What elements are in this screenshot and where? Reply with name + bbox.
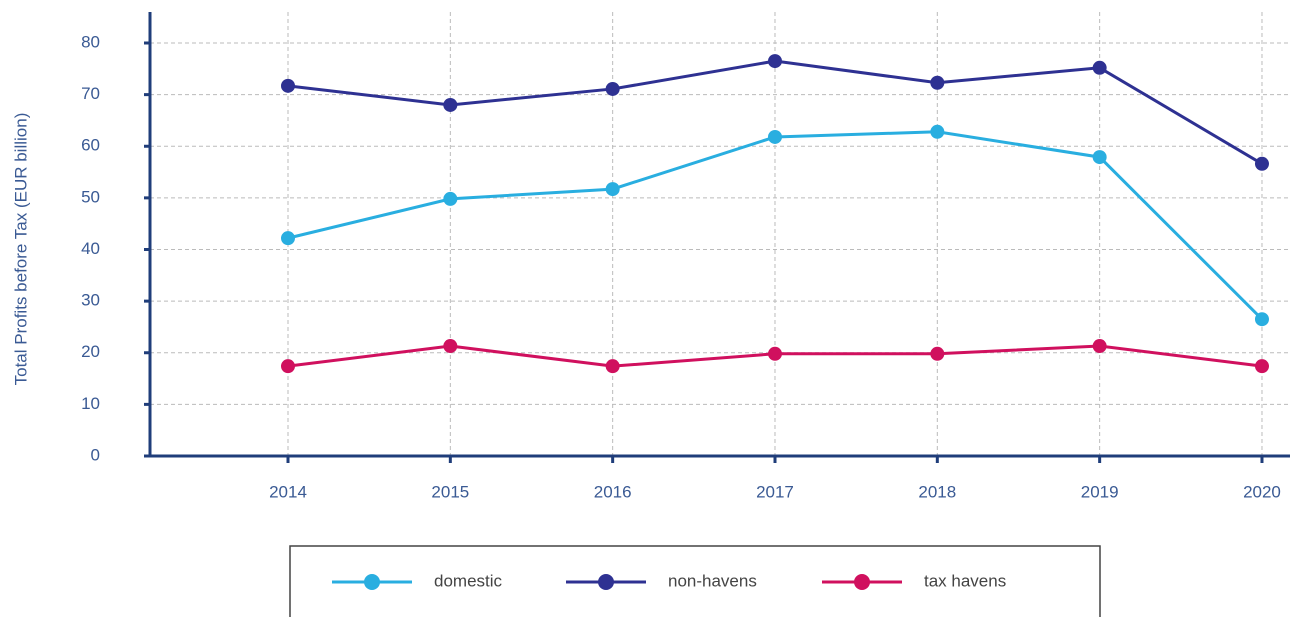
- point: [1092, 339, 1107, 354]
- legend-label: non-havens: [668, 571, 757, 590]
- x-tick-label: 2017: [756, 482, 794, 501]
- y-tick-label: 30: [81, 291, 100, 310]
- point: [930, 124, 945, 139]
- point: [443, 97, 458, 112]
- point: [930, 346, 945, 361]
- point: [443, 339, 458, 354]
- point: [767, 54, 782, 69]
- point: [1092, 150, 1107, 165]
- y-tick-label: 50: [81, 187, 100, 206]
- point: [443, 191, 458, 206]
- point: [605, 359, 620, 374]
- point: [281, 359, 295, 374]
- x-tick-label: 2014: [269, 482, 307, 501]
- point: [767, 129, 782, 144]
- y-tick-label: 80: [81, 32, 100, 51]
- y-tick-label: 0: [91, 445, 100, 464]
- y-tick-label: 60: [81, 136, 100, 155]
- point: [1254, 156, 1269, 171]
- y-tick-label: 70: [81, 84, 100, 103]
- legend-box: [289, 545, 1101, 617]
- point: [1254, 312, 1269, 327]
- y-tick-label: 40: [81, 239, 100, 258]
- x-tick-label: 2016: [594, 482, 632, 501]
- x-tick-label: 2018: [918, 482, 956, 501]
- x-tick-label: 2019: [1081, 482, 1119, 501]
- point: [281, 231, 295, 246]
- y-tick-label: 20: [81, 342, 100, 361]
- legend-label: tax havens: [924, 571, 1006, 590]
- legend-marker: [364, 574, 380, 590]
- point: [930, 75, 945, 90]
- legend-label: domestic: [434, 571, 503, 590]
- point: [281, 78, 295, 93]
- point: [605, 81, 620, 96]
- legend-marker: [854, 574, 870, 590]
- legend-marker: [598, 574, 614, 590]
- point: [605, 182, 620, 197]
- point: [1092, 60, 1107, 75]
- point: [1254, 359, 1269, 374]
- y-axis-label: Total Profits before Tax (EUR billion): [11, 113, 30, 386]
- x-tick-label: 2015: [431, 482, 469, 501]
- point: [767, 346, 782, 361]
- y-tick-label: 10: [81, 394, 100, 413]
- x-tick-label: 2020: [1243, 482, 1281, 501]
